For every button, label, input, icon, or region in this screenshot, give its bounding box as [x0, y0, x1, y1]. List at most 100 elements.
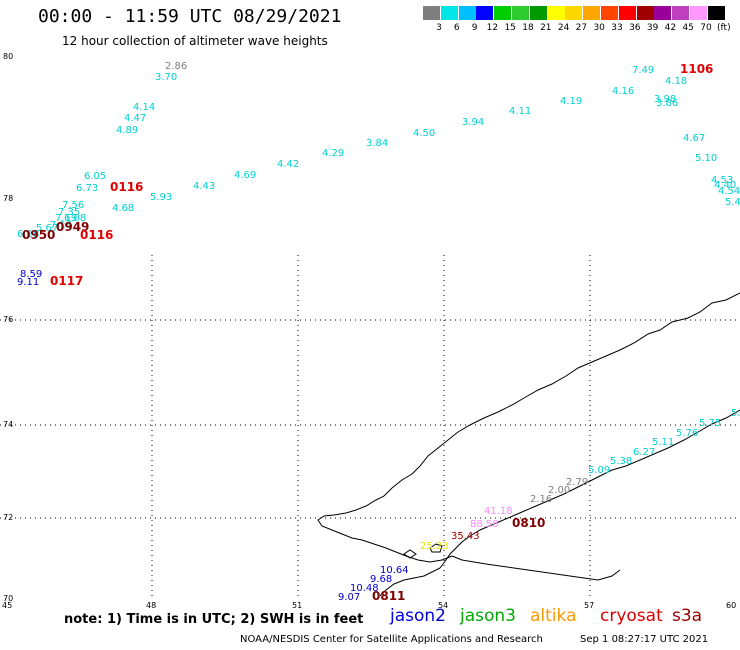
- wave-height-label: 4.11: [509, 106, 532, 117]
- wave-height-label: 10.48: [350, 583, 379, 594]
- color-scale-swatch: [512, 6, 530, 20]
- wave-height-label: 2.16: [530, 494, 553, 505]
- wave-height-label: 3.94: [462, 117, 485, 128]
- y-label-72: 72: [3, 513, 13, 522]
- color-scale-tick: 39: [646, 23, 659, 33]
- wave-height-label: 4.47: [124, 113, 147, 124]
- satellite-legend-jason2: jason2: [390, 606, 446, 626]
- wave-height-label: 6.18: [17, 229, 40, 240]
- satellite-legend-jason3: jason3: [460, 606, 516, 626]
- map-title: 00:00 - 11:59 UTC 08/29/2021: [38, 6, 342, 27]
- wave-height-label: 5.09: [588, 465, 611, 476]
- wave-height-label: 7.35: [58, 207, 81, 218]
- wave-height-label: 5.76: [676, 428, 699, 439]
- y-label-78: 78: [3, 194, 13, 203]
- wave-height-label: 88.58: [470, 519, 499, 530]
- coastline-south: [379, 409, 740, 597]
- wave-height-label: 41.18: [484, 506, 513, 517]
- color-scale-tick: 24: [557, 23, 570, 33]
- pass-time-label: 1106: [680, 62, 714, 76]
- y-label-74: 74: [3, 420, 13, 429]
- wave-height-label: 5.67: [36, 223, 59, 234]
- satellite-legend-s3a: s3a: [672, 606, 703, 626]
- color-scale-tick: (ft): [717, 23, 731, 33]
- wave-height-label: 5.74: [731, 408, 740, 419]
- pass-time-label: 0950: [22, 228, 56, 242]
- wave-height-label: 4.16: [612, 86, 635, 97]
- color-scale-tick: 3: [436, 23, 442, 33]
- wave-height-label: 4.54: [718, 186, 740, 197]
- color-scale-swatch: [654, 6, 673, 20]
- wave-height-label: 6.27: [633, 447, 656, 458]
- color-scale-swatch: [690, 6, 708, 20]
- wave-height-label: 4.18: [665, 76, 688, 87]
- wave-height-label: 5.38: [610, 456, 633, 467]
- wave-height-label: 7.19: [55, 213, 78, 224]
- color-scale-tick: 36: [629, 23, 641, 33]
- wave-height-label: 3.70: [155, 72, 178, 83]
- color-scale-tick: 9: [471, 23, 478, 33]
- map-subtitle: 12 hour collection of altimeter wave hei…: [62, 34, 328, 48]
- wave-height-label: 5.11: [652, 437, 675, 448]
- wave-height-label: 4.14: [133, 102, 156, 113]
- x-label-45: 45: [2, 601, 12, 610]
- x-label-57: 57: [584, 601, 594, 610]
- wave-height-label: 4.40: [714, 180, 737, 191]
- wave-height-label: 3.84: [366, 138, 389, 149]
- color-scale-swatch: [636, 6, 655, 20]
- color-scale-tick: 21: [540, 23, 552, 33]
- pass-time-label: 0116: [110, 180, 144, 194]
- coastline: [317, 292, 740, 597]
- color-scale-tick: 18: [522, 23, 534, 33]
- island-small-2: [403, 549, 417, 559]
- color-scale-tick: 45: [682, 23, 694, 33]
- y-label-76: 76: [3, 315, 13, 324]
- color-scale-swatch: [494, 6, 513, 20]
- color-scale-swatch: [583, 6, 602, 20]
- color-scale-tick: 70: [700, 23, 712, 33]
- wave-height-label: 2.00: [548, 485, 571, 496]
- color-scale-tick: 30: [593, 23, 605, 33]
- graticule: [0, 255, 740, 600]
- color-scale-tick: 6: [453, 23, 460, 33]
- pass-time-label: 0117: [50, 274, 84, 288]
- wave-height-label: 4.89: [116, 125, 139, 136]
- x-label-54: 54: [438, 601, 448, 610]
- footer-credit: NOAA/NESDIS Center for Satellite Applica…: [240, 634, 543, 645]
- island-small: [429, 543, 443, 553]
- color-scale-tick: 12: [486, 23, 499, 33]
- wave-height-label: 10.64: [380, 565, 409, 576]
- footer-note: note: 1) Time is in UTC; 2) SWH is in fe…: [64, 612, 364, 627]
- color-scale-swatch: [423, 6, 441, 20]
- wave-height-label: 2.86: [165, 61, 188, 72]
- y-label-80: 80: [3, 52, 13, 61]
- y-label-70: 70: [3, 594, 13, 603]
- wave-height-label: 3.98: [654, 94, 677, 105]
- color-scale-swatch: [618, 6, 637, 20]
- wave-height-label: 5.93: [150, 192, 173, 203]
- wave-height-label: 9.07: [338, 592, 361, 603]
- color-scale-swatch: [672, 6, 691, 20]
- coastline-north: [317, 292, 740, 563]
- wave-height-label: 4.53: [711, 175, 734, 186]
- wave-height-label: 5.4: [725, 197, 740, 208]
- wave-height-label: 6.73: [76, 183, 99, 194]
- wave-height-label: 4.29: [322, 148, 345, 159]
- wave-height-label: 4.68: [112, 203, 135, 214]
- color-scale-swatch: [601, 6, 619, 20]
- pass-time-label: 0116: [80, 228, 114, 242]
- color-scale-swatch: [707, 6, 726, 20]
- satellite-legend-altika: altika: [530, 606, 577, 626]
- wave-height-label: 9.68: [370, 574, 393, 585]
- wave-height-label: 4.43: [193, 181, 216, 192]
- wave-height-label: 7.16: [50, 220, 73, 231]
- color-scale-swatch: [565, 6, 584, 20]
- wave-height-label: 9.11: [17, 277, 40, 288]
- wave-height-label: 3.86: [656, 98, 679, 109]
- color-scale-swatch: [440, 6, 459, 20]
- wave-height-label: 25.23: [420, 541, 449, 552]
- coastline-strait: [451, 555, 621, 581]
- wave-height-label: 8.59: [20, 269, 43, 280]
- wave-height-label: 4.50: [413, 128, 436, 139]
